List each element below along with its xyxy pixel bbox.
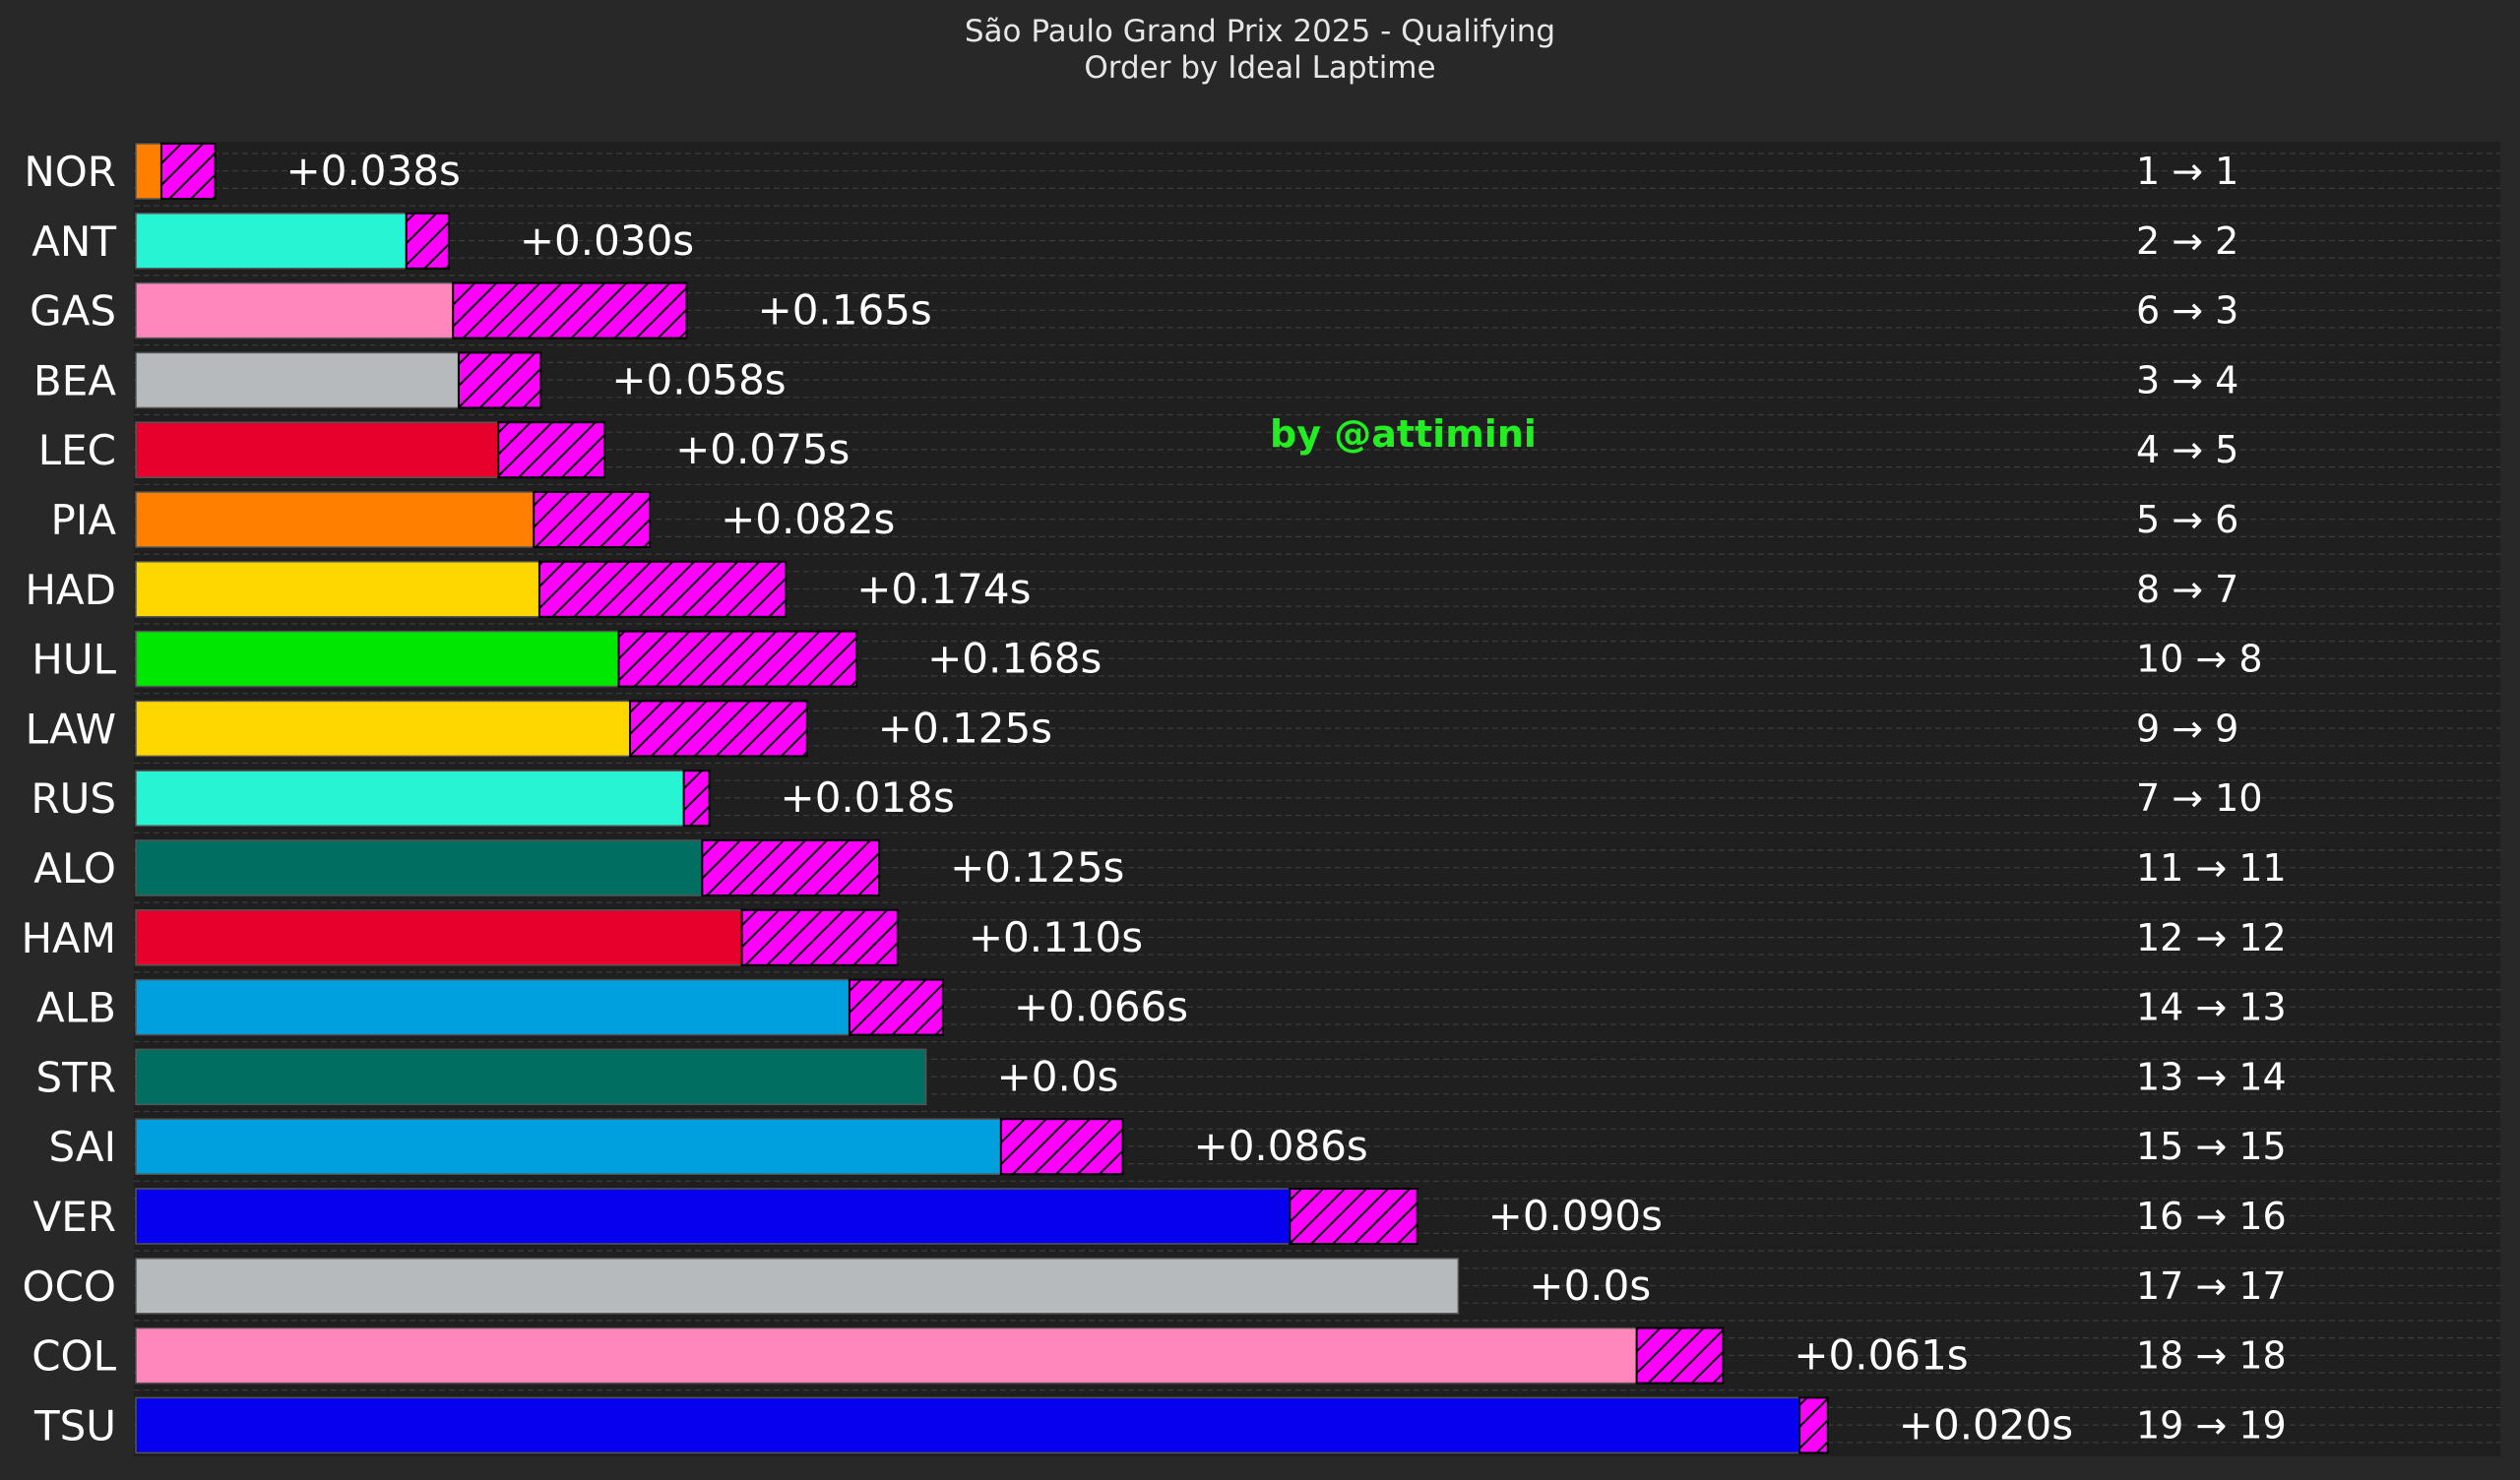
y-tick-label: SAI: [48, 1123, 116, 1171]
bar-lost-time: [1289, 1188, 1418, 1245]
bar-lost-time: [533, 491, 652, 548]
bar-ideal-gap: [135, 1188, 1291, 1245]
position-change-label: 12 → 12: [2136, 916, 2287, 959]
bar-ideal-gap: [135, 978, 850, 1036]
bar-ideal-gap: [135, 1396, 1800, 1454]
bar-lost-time: [999, 1118, 1124, 1176]
bar-ideal-gap: [135, 281, 454, 339]
position-change-label: 6 → 3: [2136, 289, 2238, 333]
data-label: +0.086s: [1194, 1122, 1368, 1170]
bar-lost-time: [1635, 1326, 1725, 1385]
y-tick-label: BEA: [33, 356, 116, 404]
y-tick-label: VER: [33, 1193, 116, 1241]
data-label: +0.061s: [1794, 1331, 1968, 1380]
bar-ideal-gap: [135, 143, 162, 200]
position-change-label: 10 → 8: [2136, 638, 2263, 681]
bar-ideal-gap: [135, 421, 499, 478]
position-change-label: 1 → 1: [2136, 150, 2238, 193]
data-label: +0.030s: [520, 216, 694, 265]
y-tick-label: ALB: [36, 984, 116, 1032]
data-label: +0.058s: [611, 355, 786, 403]
data-label: +0.0s: [997, 1052, 1119, 1100]
y-tick-label: OCO: [23, 1263, 116, 1311]
data-label: +0.125s: [950, 843, 1124, 892]
position-change-label: 18 → 18: [2136, 1334, 2287, 1378]
bar-lost-time: [452, 281, 688, 339]
position-change-label: 17 → 17: [2136, 1264, 2287, 1308]
bar-ideal-gap: [135, 561, 540, 618]
position-change-label: 9 → 9: [2136, 707, 2238, 750]
bar-lost-time: [682, 770, 711, 828]
chart-title-block: São Paulo Grand Prix 2025 - Qualifying O…: [0, 14, 2520, 87]
bar-ideal-gap: [135, 700, 631, 758]
bar-ideal-gap: [135, 909, 743, 966]
data-label: +0.082s: [721, 495, 895, 543]
bar-ideal-gap: [135, 1258, 1460, 1315]
position-change-label: 19 → 19: [2136, 1403, 2287, 1447]
data-label: +0.038s: [286, 147, 461, 195]
position-change-label: 16 → 16: [2136, 1195, 2287, 1238]
bar-lost-time: [617, 630, 858, 688]
data-label: +0.020s: [1899, 1400, 2073, 1449]
position-change-label: 15 → 15: [2136, 1125, 2287, 1168]
data-label: +0.066s: [1014, 983, 1188, 1031]
bar-ideal-gap: [135, 1048, 927, 1106]
bar-lost-time: [628, 700, 808, 758]
position-change-label: 4 → 5: [2136, 428, 2238, 471]
bar-ideal-gap: [135, 1326, 1638, 1385]
y-tick-label: STR: [36, 1053, 117, 1101]
position-change-label: 11 → 11: [2136, 846, 2287, 890]
position-change-label: 2 → 2: [2136, 219, 2238, 263]
position-change-label: 13 → 14: [2136, 1055, 2287, 1098]
chart-subtitle: Order by Ideal Laptime: [1084, 50, 1436, 86]
data-label: +0.168s: [927, 635, 1102, 683]
y-tick-label: ANT: [32, 217, 116, 266]
data-label: +0.174s: [856, 565, 1031, 613]
y-tick-label: HUL: [32, 636, 116, 684]
bar-ideal-gap: [135, 351, 460, 409]
bar-lost-time: [848, 978, 944, 1036]
bar-ideal-gap: [135, 630, 620, 688]
y-tick-label: PIA: [51, 496, 117, 544]
data-label: +0.0s: [1529, 1262, 1651, 1310]
bar-lost-time: [1798, 1396, 1829, 1454]
bar-lost-time: [701, 839, 881, 896]
bar-ideal-gap: [135, 839, 704, 896]
bar-ideal-gap: [135, 213, 408, 270]
y-tick-label: LAW: [26, 705, 116, 753]
bar-lost-time: [537, 560, 788, 618]
y-tick-label: GAS: [30, 287, 116, 336]
y-tick-label: NOR: [24, 148, 116, 196]
y-tick-label: RUS: [31, 774, 116, 823]
position-change-label: 3 → 4: [2136, 358, 2238, 401]
y-tick-label: LEC: [38, 426, 116, 474]
data-label: +0.090s: [1488, 1192, 1663, 1240]
bar-lost-time: [740, 908, 899, 966]
y-tick-label: ALO: [33, 844, 116, 893]
position-change-label: 5 → 6: [2136, 498, 2238, 541]
y-tick-label: TSU: [33, 1401, 116, 1449]
y-tick-label: COL: [32, 1332, 116, 1381]
bar-lost-time: [457, 351, 542, 409]
bar-lost-time: [159, 143, 217, 200]
bar-ideal-gap: [135, 770, 685, 827]
watermark-label: by @attimini: [1270, 412, 1537, 456]
position-change-label: 7 → 10: [2136, 776, 2263, 820]
bar-ideal-gap: [135, 1118, 1002, 1175]
y-tick-label: HAM: [21, 914, 116, 962]
position-change-label: 14 → 13: [2136, 986, 2287, 1029]
chart-title: São Paulo Grand Prix 2025 - Qualifying: [964, 14, 1556, 49]
y-tick-label: HAD: [25, 566, 116, 614]
data-label: +0.075s: [675, 425, 850, 473]
bar-lost-time: [497, 421, 606, 479]
data-label: +0.125s: [878, 704, 1052, 752]
data-label: +0.165s: [758, 286, 932, 335]
data-label: +0.110s: [969, 913, 1143, 961]
data-label: +0.018s: [781, 773, 955, 822]
bar-ideal-gap: [135, 491, 535, 548]
position-change-label: 8 → 7: [2136, 568, 2238, 611]
bar-lost-time: [405, 212, 450, 270]
